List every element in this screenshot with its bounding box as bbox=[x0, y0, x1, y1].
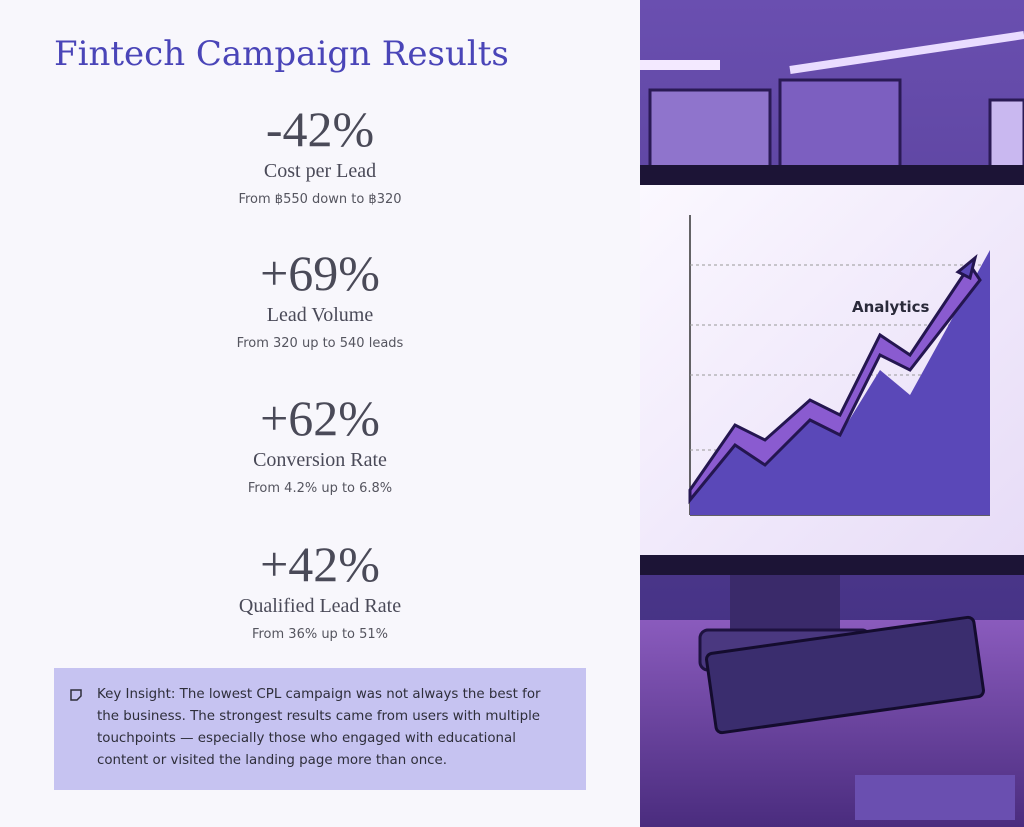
content-panel: Fintech Campaign Results -42% Cost per Le… bbox=[0, 34, 640, 790]
metric: +42% Qualified Lead Rate From 36% up to 51… bbox=[0, 537, 640, 649]
metric-detail: From 36% up to 51% bbox=[251, 627, 389, 642]
insight-text: Key Insight: The lowest CPL campaign was… bbox=[97, 687, 541, 768]
metric-detail: From 4.2% up to 6.8% bbox=[247, 481, 393, 496]
metric-value: +42% bbox=[260, 536, 380, 592]
metric: +69% Lead Volume From 320 up to 540 leads bbox=[0, 246, 640, 358]
metric-detail: From 320 up to 540 leads bbox=[236, 336, 404, 351]
illustration-label: Analytics bbox=[852, 298, 930, 316]
metric-label: Conversion Rate bbox=[253, 449, 387, 471]
illustration: Analytics bbox=[640, 0, 1024, 827]
metric-detail: From ฿550 down to ฿320 bbox=[238, 192, 402, 207]
metric-label: Cost per Lead bbox=[263, 160, 377, 182]
metric: -42% Cost per Lead From ฿550 down to ฿320 bbox=[0, 102, 640, 214]
note-icon bbox=[70, 689, 82, 701]
metric-value: +69% bbox=[260, 245, 380, 301]
metric-value: +62% bbox=[260, 390, 380, 446]
metric-value: -42% bbox=[265, 101, 375, 157]
insight-box: Key Insight: The lowest CPL campaign was… bbox=[54, 668, 586, 790]
metric-label: Qualified Lead Rate bbox=[238, 595, 402, 617]
title: Fintech Campaign Results bbox=[54, 34, 509, 74]
metric-label: Lead Volume bbox=[266, 304, 374, 326]
metric: +62% Conversion Rate From 4.2% up to 6.8% bbox=[0, 391, 640, 503]
